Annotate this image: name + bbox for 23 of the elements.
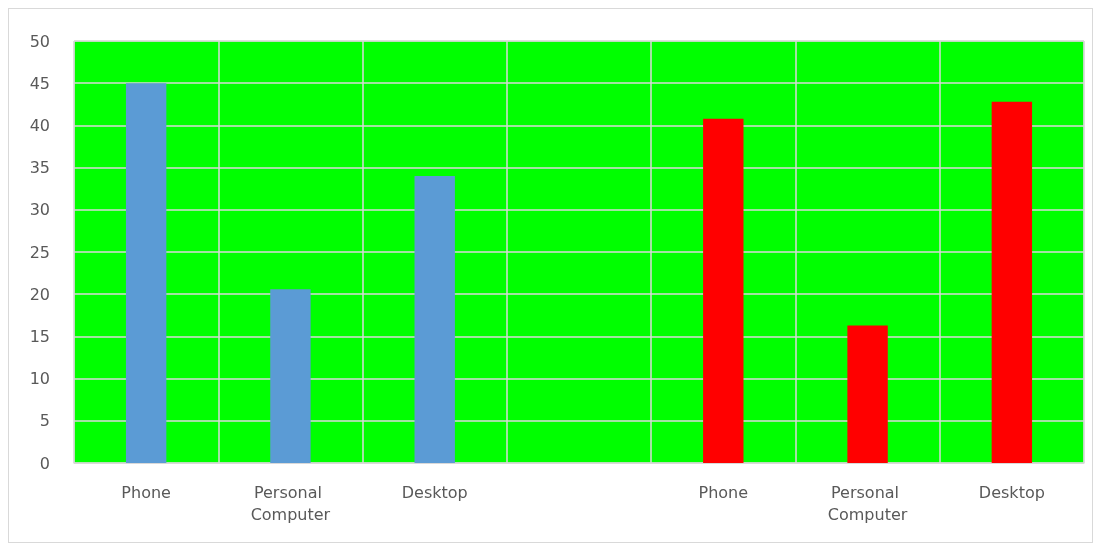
bar bbox=[703, 118, 744, 463]
y-tick-label: 15 bbox=[29, 326, 50, 346]
y-tick-label: 45 bbox=[29, 73, 50, 93]
x-tick-label: Phone bbox=[698, 482, 749, 502]
y-tick-label: 40 bbox=[29, 115, 50, 135]
y-tick-label: 20 bbox=[29, 284, 50, 304]
x-tick-label: Desktop bbox=[978, 482, 1045, 502]
x-tick-label: Personal Computer bbox=[250, 482, 331, 524]
x-tick-label: Personal Computer bbox=[827, 482, 908, 524]
bar bbox=[847, 325, 888, 463]
y-tick-label: 35 bbox=[29, 158, 50, 178]
y-tick-label: 25 bbox=[29, 242, 50, 262]
x-tick-label: Desktop bbox=[401, 482, 468, 502]
bar bbox=[414, 176, 455, 463]
y-tick-label: 50 bbox=[29, 31, 50, 51]
x-tick-label: Phone bbox=[121, 482, 171, 502]
bar bbox=[991, 101, 1033, 463]
y-tick-label: 10 bbox=[29, 369, 50, 389]
y-tick-label: 0 bbox=[39, 453, 50, 473]
bar bbox=[270, 289, 311, 463]
y-tick-label: 5 bbox=[39, 411, 50, 431]
y-tick-label: 30 bbox=[29, 200, 50, 220]
bar bbox=[125, 83, 167, 463]
